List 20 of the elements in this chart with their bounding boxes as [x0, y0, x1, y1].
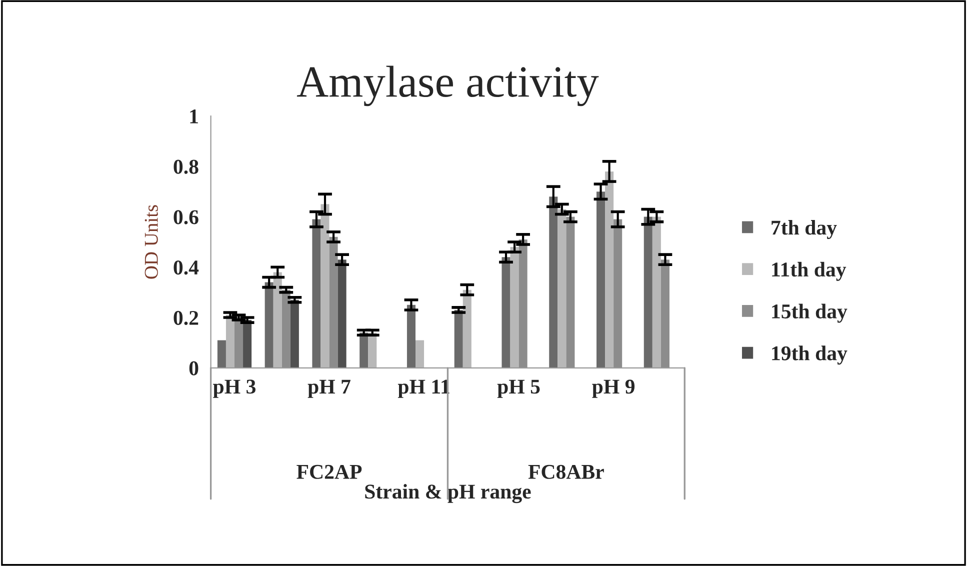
legend-label: 15th day	[772, 304, 848, 323]
x-axis-title: Strain & pH range	[365, 484, 531, 504]
x-tick-label: pH 11	[398, 380, 450, 398]
y-axis-title: OD Units	[144, 205, 158, 279]
x-tick-label: pH 9	[592, 380, 635, 398]
x-tick-label: pH 3	[213, 380, 256, 398]
y-tick-label: 0.6	[174, 210, 198, 224]
y-tick-label: 0.4	[174, 260, 199, 275]
text: FC8ABr	[528, 464, 604, 479]
y-tick-label: 0.8	[174, 160, 198, 174]
y-tick-label: 0	[189, 361, 198, 376]
y-tick-label: 1	[190, 110, 198, 124]
x-tick-label: pH 7	[308, 380, 350, 398]
legend-label: 11th day	[772, 262, 846, 281]
text: FC2AP	[296, 464, 362, 479]
x-tick-label: pH 5	[497, 380, 540, 398]
legend-label: 19th day	[772, 346, 848, 365]
chart-title: Amylase activity	[296, 66, 599, 106]
y-tick-label: 0.2	[174, 310, 198, 326]
legend-label: 7th day	[772, 220, 837, 240]
